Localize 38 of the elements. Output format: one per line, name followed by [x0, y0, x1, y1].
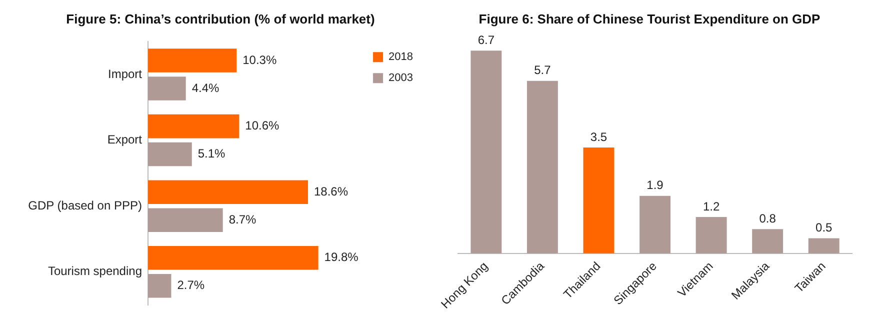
- bar: [148, 48, 237, 72]
- data-label: 5.1%: [198, 146, 226, 161]
- data-label: 1.2: [702, 199, 720, 214]
- y-tick-label: Tourism spending: [48, 264, 142, 278]
- data-label: 2.7%: [177, 278, 205, 292]
- data-label: 1.9: [646, 178, 664, 192]
- legend-label: 2018: [388, 51, 414, 64]
- data-label: 3.5: [590, 130, 608, 144]
- bar: [640, 196, 670, 254]
- bar: [148, 180, 308, 204]
- data-label: 0.5: [816, 220, 833, 235]
- data-label: 10.3%: [242, 52, 277, 67]
- data-label: 10.6%: [245, 118, 280, 133]
- bar: [148, 274, 172, 298]
- bar: [808, 238, 840, 254]
- data-label: 4.4%: [192, 80, 220, 95]
- bar: [148, 208, 223, 232]
- bar: [470, 50, 502, 254]
- data-label: 6.7: [478, 32, 495, 47]
- bar: [148, 114, 240, 138]
- legend-label: 2003: [388, 72, 414, 84]
- data-label: 8.7%: [228, 212, 257, 226]
- bar: [148, 246, 318, 270]
- chart-title: Figure 5: China’s contribution (% of world market): [66, 11, 375, 26]
- bar: [752, 229, 784, 254]
- data-label: 0.8: [759, 211, 776, 226]
- bar: [148, 142, 192, 166]
- y-tick-label: GDP (based on PPP): [28, 198, 142, 212]
- y-tick-label: Export: [107, 132, 143, 147]
- data-label: 18.6%: [314, 184, 348, 198]
- bar: [583, 147, 614, 254]
- data-label: 5.7: [534, 63, 552, 78]
- y-tick-label: Import: [108, 66, 143, 81]
- bar: [696, 217, 727, 254]
- chart-title: Figure 6: Share of Chinese Tourist Expenditure on GDP: [478, 11, 821, 26]
- bar: [148, 76, 186, 100]
- bar: [526, 80, 558, 254]
- data-label: 19.8%: [324, 250, 359, 264]
